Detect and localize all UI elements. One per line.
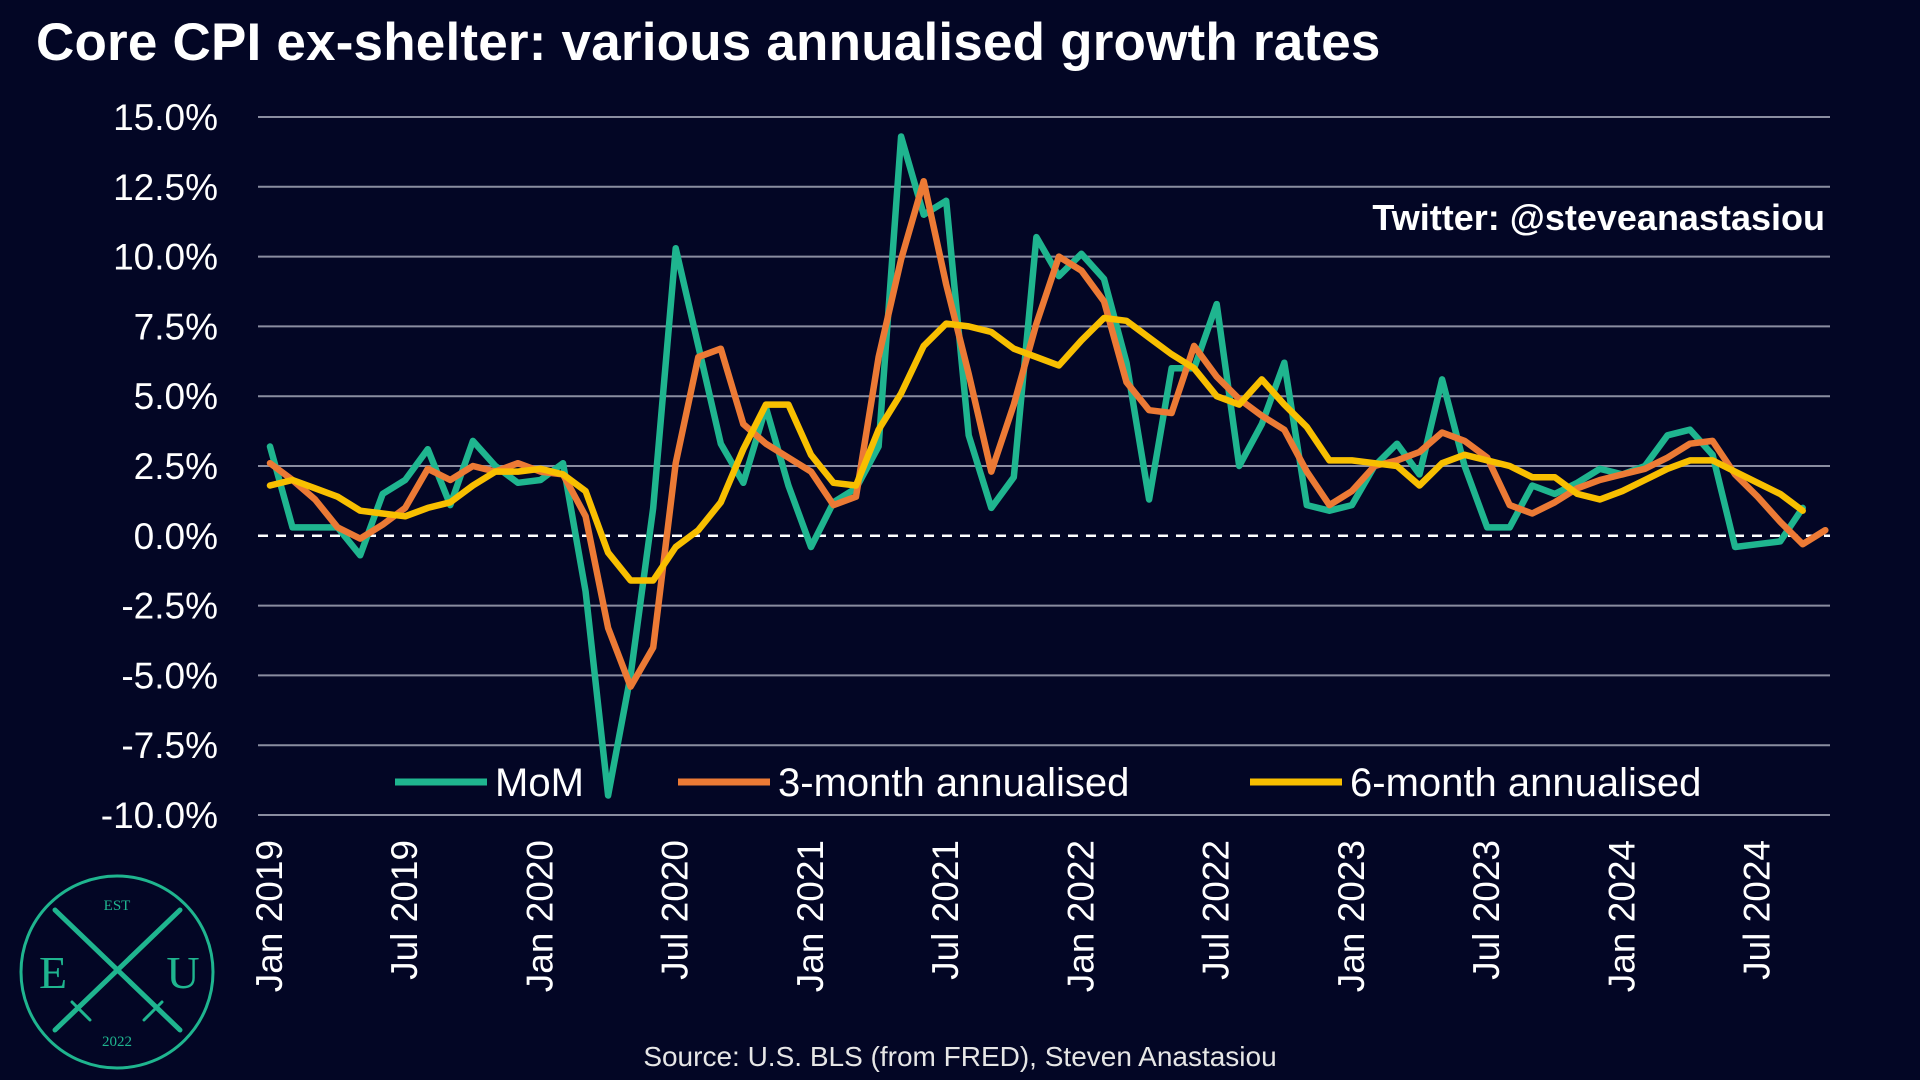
logo-ring — [19, 874, 215, 1070]
y-tick-label: 0.0% — [134, 516, 218, 557]
legend-label: 3-month annualised — [778, 761, 1129, 805]
chart-title: Core CPI ex-shelter: various annualised … — [36, 13, 1381, 72]
crossed-swords-icon — [52, 907, 183, 1033]
source-note: Source: U.S. BLS (from FRED), Steven Ana… — [643, 1041, 1276, 1072]
y-tick-label: -10.0% — [101, 795, 218, 836]
logo-est-text: EST — [104, 898, 131, 914]
y-tick-label: 10.0% — [113, 237, 218, 278]
x-tick-label: Jul 2021 — [925, 840, 966, 980]
legend-label: 6-month annualised — [1350, 761, 1701, 805]
logo-letter-e: E — [39, 947, 67, 998]
x-tick-label: Jan 2021 — [790, 840, 831, 992]
series-line-0 — [266, 133, 1806, 799]
y-tick-label: -7.5% — [121, 725, 218, 766]
legend: MoM 3-month annualised 6-month annualised — [395, 761, 1701, 805]
x-tick-label: Jul 2022 — [1196, 840, 1237, 980]
x-tick-label: Jul 2024 — [1737, 840, 1778, 980]
y-tick-label: 12.5% — [113, 167, 218, 208]
y-axis-tick-labels: 15.0% 12.5% 10.0% 7.5% 5.0% 2.5% 0.0% -2.5% -5.0… — [101, 97, 218, 836]
series-lines — [266, 133, 1829, 799]
x-tick-label: Jan 2020 — [519, 840, 560, 992]
logo-year-text: 2022 — [102, 1034, 132, 1050]
y-tick-label: 5.0% — [134, 376, 218, 417]
x-tick-label: Jan 2022 — [1060, 840, 1101, 992]
x-tick-label: Jan 2019 — [249, 840, 290, 992]
x-tick-label: Jan 2024 — [1601, 840, 1642, 992]
legend-label: MoM — [495, 761, 584, 805]
logo-letter-u: U — [166, 947, 199, 998]
y-tick-label: -2.5% — [121, 586, 218, 627]
y-tick-label: -5.0% — [121, 655, 218, 696]
x-tick-label: Jan 2023 — [1331, 840, 1372, 992]
series-line-2 — [266, 314, 1806, 584]
x-tick-label: Jul 2023 — [1466, 840, 1507, 980]
y-tick-label: 7.5% — [134, 306, 218, 347]
x-tick-label: Jul 2020 — [655, 840, 696, 980]
y-tick-label: 2.5% — [134, 446, 218, 487]
exu-logo: EST E U 2022 — [19, 874, 215, 1070]
x-tick-label: Jul 2019 — [384, 840, 425, 980]
twitter-annotation: Twitter: @steveanastasiou — [1372, 197, 1825, 238]
x-axis-tick-labels: Jan 2019 Jul 2019 Jan 2020 Jul 2020 Jan 2021… — [249, 840, 1778, 992]
y-tick-label: 15.0% — [113, 97, 218, 138]
